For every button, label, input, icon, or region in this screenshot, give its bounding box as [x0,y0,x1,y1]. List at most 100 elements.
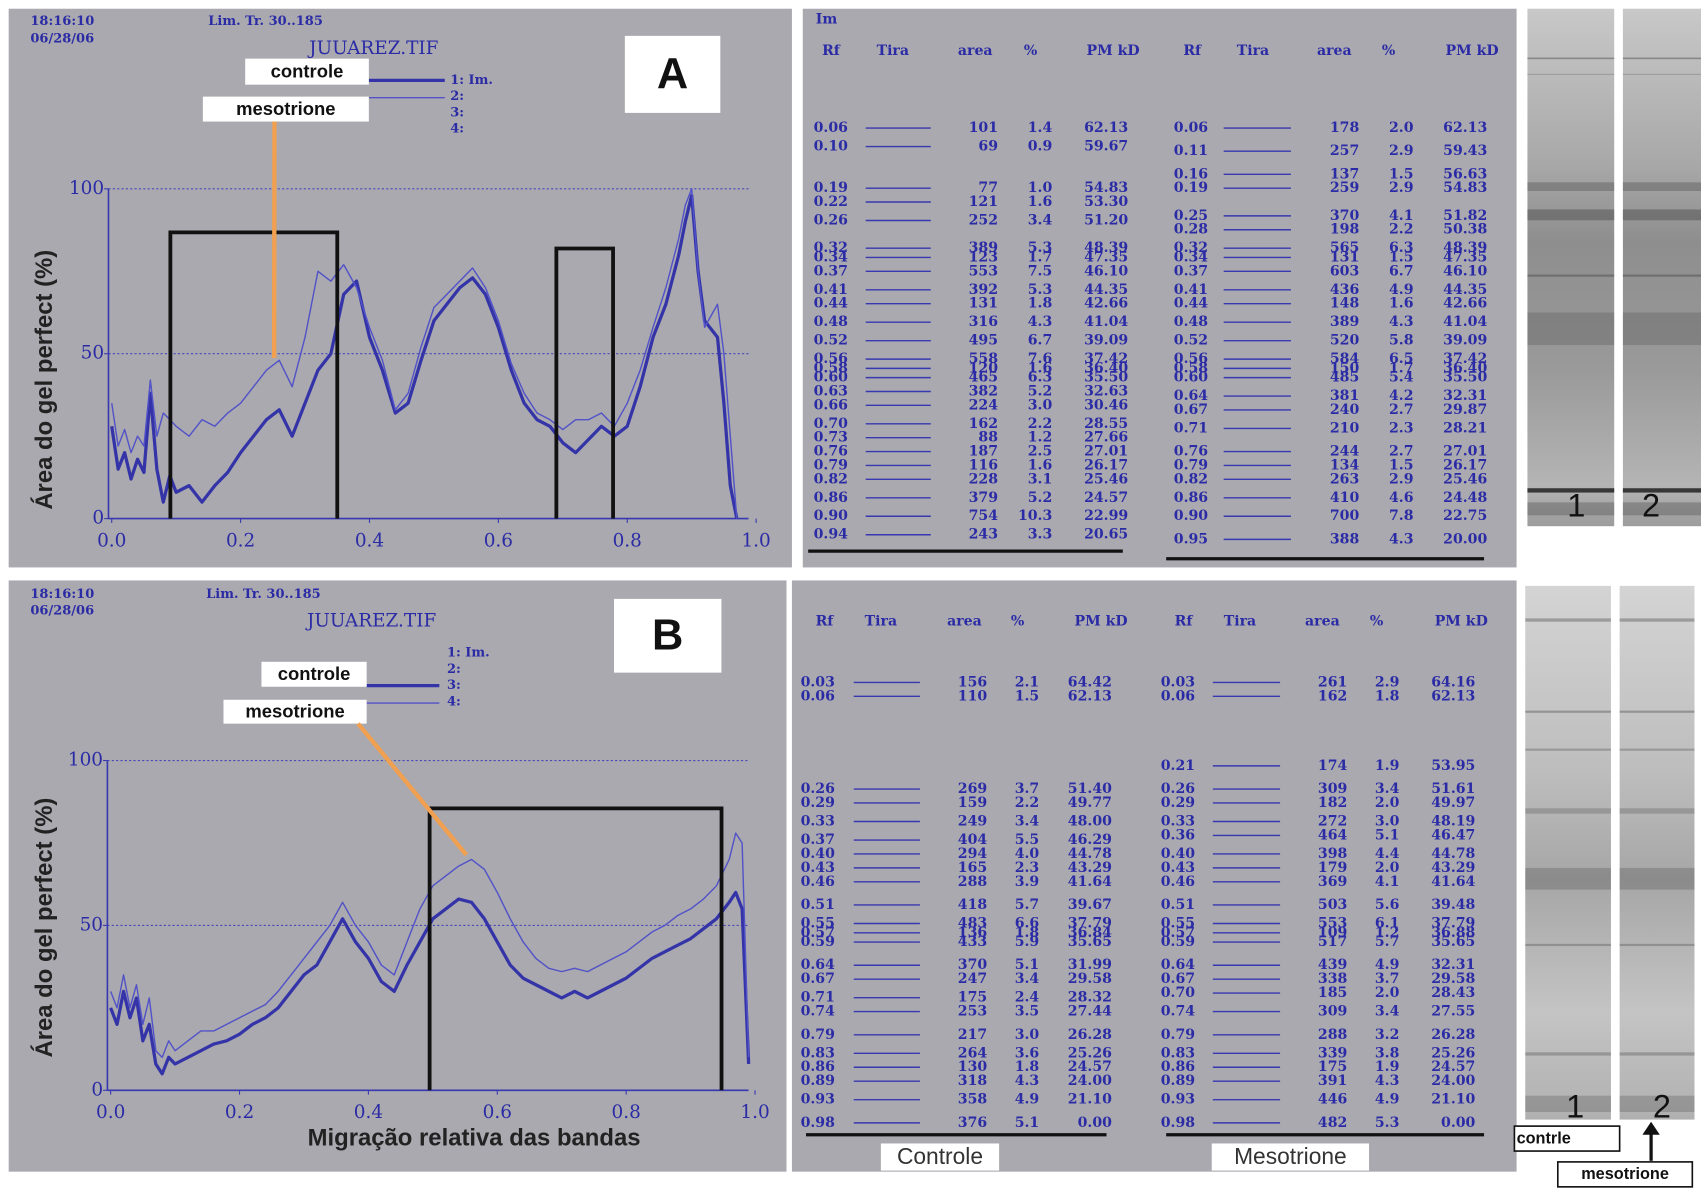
cell-area: 382 [969,383,998,399]
cell-rf: 0.48 [814,314,849,330]
cell-mw: 26.17 [1084,457,1128,473]
lane-number: 1 [1567,487,1585,523]
cell-mw: 54.83 [1084,180,1128,196]
cell-percent: 2.2 [1015,795,1040,811]
cell-area: 179 [1318,860,1347,876]
cell-rf: 0.22 [814,194,848,210]
cell-rf: 0.82 [814,471,848,487]
cell-percent: 2.3 [1015,860,1040,876]
cell-area: 465 [969,370,998,386]
cell-area: 379 [969,490,998,506]
cell-mw: 28.43 [1431,985,1475,1001]
cell-percent: 1.8 [1028,296,1053,312]
cell-rf: 0.41 [814,282,848,298]
cell-rf: 0.34 [814,249,849,265]
cell-mw: 25.26 [1431,1045,1475,1061]
x-tick-label: 0.8 [613,530,642,551]
cell-rf: 0.16 [1174,166,1209,182]
cell-percent: 2.2 [1389,222,1414,238]
y-tick-label: 0 [91,1079,103,1100]
cell-rf: 0.26 [814,212,849,228]
header-lane-range: Lim. Tr. 30..185 [206,587,321,602]
cell-area: 410 [1330,490,1360,506]
cell-mw: 28.55 [1084,416,1128,432]
cell-rf: 0.41 [1174,282,1208,298]
cell-area: 159 [958,795,987,811]
gel-band [1622,488,1701,493]
cell-mw: 39.09 [1084,333,1128,349]
cell-area: 339 [1318,1045,1347,1061]
cell-percent: 2.7 [1389,402,1414,418]
header-time: 18:16:10 [30,14,94,29]
y-tick-label: 0 [92,508,104,529]
cell-area: 210 [1330,420,1360,436]
cell-percent: 3.1 [1028,471,1053,487]
cell-mw: 37.42 [1443,351,1487,367]
cell-area: 391 [1318,1073,1347,1089]
cell-mw: 47.35 [1443,249,1487,265]
cell-mw: 51.40 [1068,781,1112,797]
highlight-box [554,246,615,519]
cell-mw: 24.00 [1431,1073,1475,1089]
x-tick-label: 0.6 [483,1102,512,1123]
gel-band [1527,502,1615,516]
column-header: area [958,43,993,59]
column-header: % [1024,43,1038,59]
gel-band [1619,1095,1695,1113]
cell-mw: 44.78 [1431,846,1475,862]
column-header: area [947,614,982,630]
cell-percent: 5.3 [1028,282,1053,298]
cell-area: 174 [1318,758,1348,774]
cell-area: 121 [969,194,998,210]
cell-percent: 2.0 [1375,985,1400,1001]
cell-rf: 0.76 [1174,444,1209,460]
cell-mw: 20.65 [1084,527,1128,543]
series-label: controle [271,61,344,82]
column-header: PM kD [1435,614,1488,630]
x-tick-label: 0.8 [611,1102,640,1123]
cell-area: 136 [958,925,988,941]
cell-mw: 35.50 [1084,370,1128,386]
table-background [791,580,1517,1172]
cell-percent: 4.6 [1389,490,1414,506]
cell-rf: 0.58 [814,360,849,376]
cell-rf: 0.76 [814,444,849,460]
cell-area: 495 [969,333,998,349]
cell-rf: 0.36 [1161,827,1196,843]
cell-area: 272 [1318,814,1347,830]
cell-rf: 0.98 [801,1115,836,1131]
cell-area: 269 [958,781,987,797]
cell-percent: 2.2 [1028,416,1053,432]
cell-rf: 0.40 [1161,846,1196,862]
column-header: Tira [865,614,897,630]
cell-area: 288 [1318,1027,1348,1043]
gel-band [1622,502,1701,516]
legend-slot: 3: [447,678,461,693]
x-tick-label: 0.0 [96,1102,125,1123]
cell-mw: 54.83 [1443,180,1487,196]
gel-lane [1525,585,1611,1120]
cell-mw: 27.01 [1443,444,1487,460]
cell-rf: 0.03 [1161,674,1195,690]
cell-percent: 1.6 [1028,194,1053,210]
panel-label-box [624,35,721,113]
series-label: mesotrione [236,98,335,119]
cell-mw: 24.00 [1068,1073,1112,1089]
cell-percent: 4.0 [1015,846,1040,862]
cell-rf: 0.52 [1174,333,1208,349]
cell-area: 69 [978,139,998,155]
column-header: % [1011,614,1025,630]
cell-percent: 1.7 [1389,360,1414,376]
cell-percent: 5.1 [1375,827,1400,843]
header-file: JUUAREZ.TIF [305,611,436,632]
cell-area: 198 [1330,222,1360,238]
cell-mw: 0.00 [1078,1115,1113,1131]
header-file: JUUAREZ.TIF [307,38,438,59]
column-header: Rf [1175,614,1194,630]
cell-percent: 5.6 [1375,897,1400,913]
gel-band [1619,1052,1695,1056]
cell-rf: 0.59 [801,934,835,950]
panel-background [8,580,787,1172]
cell-area: 358 [958,1092,988,1108]
panel-label: A [657,50,688,98]
